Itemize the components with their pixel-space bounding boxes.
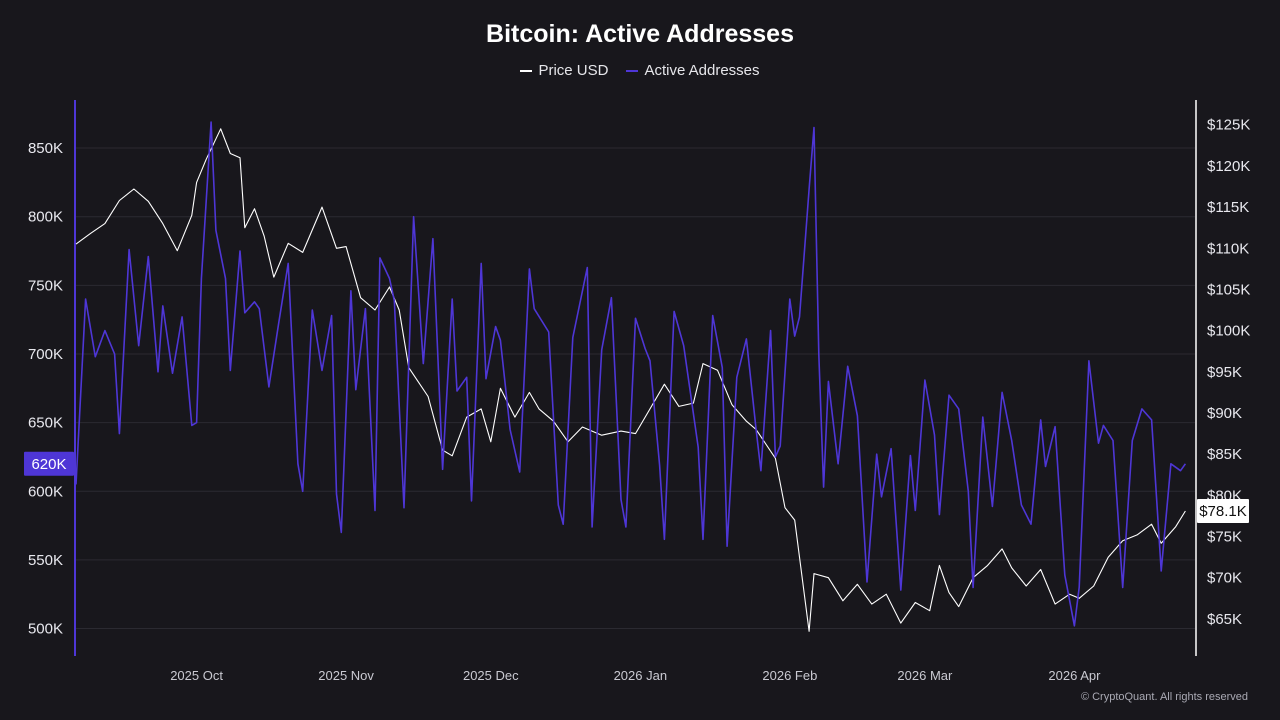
right-tick-label: $120K [1207, 158, 1250, 175]
legend-label-active-addresses: Active Addresses [644, 62, 760, 79]
legend-swatch-active-addresses [626, 69, 639, 72]
left-tick-label: 750K [28, 277, 63, 294]
legend-label-price-usd: Price USD [538, 62, 609, 79]
legend-item-price-usd[interactable]: Price USD [520, 62, 608, 79]
x-tick-label: 2025 Nov [318, 668, 374, 683]
right-tick-label: $125K [1207, 117, 1250, 134]
left-tick-label: 550K [28, 552, 63, 569]
gridlines [76, 147, 1195, 630]
left-y-axis: 850K 800K 750K 700K 650K 600K 550K 500K [28, 100, 76, 656]
current-value-markers: 620K $78.1K [24, 451, 1249, 524]
chart-legend: Price USD Active Addresses [0, 62, 1280, 79]
right-y-axis: $125K $120K $115K $110K $105K $100K $95K $90K $8… [1195, 100, 1250, 656]
series-lines [75, 121, 1187, 632]
left-tick-label: 700K [28, 346, 63, 363]
x-tick-label: 2026 Mar [897, 668, 953, 683]
left-tick-label: 500K [28, 621, 63, 638]
left-tick-label: 650K [28, 415, 63, 432]
right-current-value-label: $78.1K [1199, 503, 1247, 520]
x-tick-label: 2026 Apr [1048, 668, 1101, 683]
chart-title: Bitcoin: Active Addresses [486, 20, 794, 48]
left-current-value-label: 620K [31, 456, 66, 473]
copyright-footer: © CryptoQuant. All rights reserved [1080, 691, 1248, 703]
right-current-value-marker [1197, 499, 1249, 524]
right-tick-label: $100K [1207, 323, 1250, 340]
right-tick-label: $70K [1207, 570, 1242, 587]
x-tick-label: 2025 Dec [463, 668, 519, 683]
series-line-price-usd[interactable] [75, 128, 1186, 632]
left-tick-label: 600K [28, 483, 63, 500]
x-tick-label: 2025 Oct [170, 668, 223, 683]
x-axis: 2025 Oct 2025 Nov 2025 Dec 2026 Jan 2026 Feb… [170, 668, 1101, 683]
right-tick-label: $85K [1207, 446, 1242, 463]
x-tick-label: 2026 Jan [614, 668, 668, 683]
legend-item-active-addresses[interactable]: Active Addresses [626, 62, 760, 79]
left-current-value-marker [24, 451, 74, 476]
left-tick-label: 850K [28, 140, 63, 157]
right-tick-label: $75K [1207, 529, 1242, 546]
x-tick-label: 2026 Feb [762, 668, 817, 683]
right-tick-label: $110K [1207, 240, 1249, 257]
series-line-active-addresses[interactable] [75, 121, 1187, 627]
legend-swatch-price-usd [520, 69, 533, 72]
right-tick-label: $90K [1207, 405, 1242, 422]
right-tick-label: $105K [1207, 281, 1250, 298]
right-tick-label: $95K [1207, 364, 1242, 381]
right-tick-label: $115K [1207, 199, 1249, 216]
left-tick-label: 800K [28, 209, 63, 226]
right-tick-label: $65K [1207, 611, 1242, 628]
